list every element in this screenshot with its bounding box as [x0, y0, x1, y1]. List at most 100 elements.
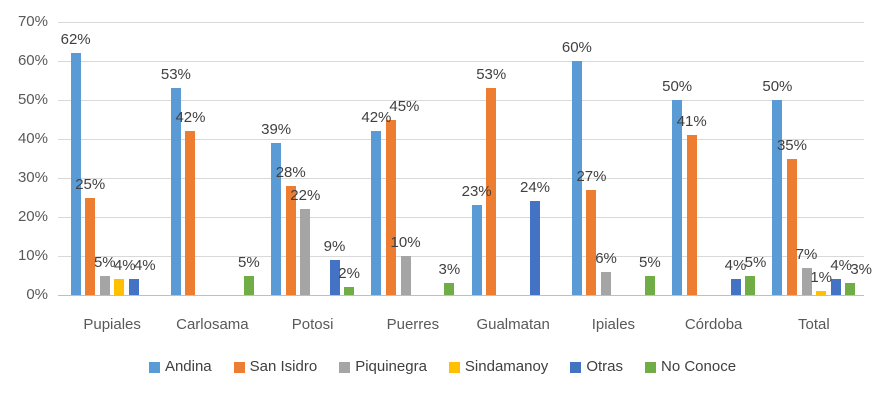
bar-otras [329, 259, 340, 295]
bar-san-isidro [686, 135, 697, 295]
data-label: 42% [175, 109, 206, 127]
legend-swatch [645, 361, 656, 373]
data-label: 2% [338, 265, 360, 283]
x-axis-category-label: Pupiales [83, 316, 141, 333]
data-label: 3% [438, 261, 461, 279]
legend-label: Andina [164, 358, 212, 375]
y-axis-tick-label: 10% [17, 247, 48, 264]
bar-san-isidro [185, 131, 196, 295]
bar-san-isidro [285, 185, 296, 295]
x-axis-category-label: Total [798, 316, 830, 333]
data-label: 22% [290, 187, 321, 205]
bar-piquinegra [300, 209, 311, 295]
bar-san-isidro [85, 197, 96, 295]
x-axis-line [58, 294, 864, 296]
data-label: 9% [323, 237, 346, 255]
data-label: 50% [662, 78, 693, 95]
data-label: 4% [830, 257, 853, 275]
bar-otras [830, 279, 841, 295]
bar-san-isidro [786, 158, 797, 295]
data-label: 1% [810, 269, 833, 287]
data-label: 24% [520, 179, 551, 197]
bar-andina [471, 205, 482, 295]
data-label: 50% [762, 78, 793, 95]
gridline [58, 216, 864, 218]
bar-otras [129, 279, 140, 295]
legend-swatch [339, 361, 351, 373]
legend-swatch [570, 361, 582, 373]
bar-andina [70, 53, 81, 295]
legend-item: No Conoce [645, 359, 736, 375]
data-label: 62% [60, 31, 91, 49]
chart-legend: Andina San Isidro Piquinegra Sindamanoy Otra… [0, 359, 885, 375]
legend-swatch [233, 361, 245, 373]
y-axis-tick-label: 0% [26, 286, 48, 303]
data-label: 4% [113, 257, 136, 275]
bar-andina [271, 142, 282, 295]
data-label: 5% [238, 253, 260, 271]
bar-andina [571, 61, 582, 295]
data-label: 60% [561, 39, 592, 56]
bar-andina [772, 100, 783, 295]
gridline [58, 60, 864, 62]
legend-label: San Isidro [249, 358, 318, 375]
bar-piquinegra [99, 275, 110, 295]
legend-label: Piquinegra [355, 358, 427, 375]
data-label: 5% [639, 253, 661, 271]
gridline [58, 177, 864, 179]
data-label: 7% [795, 245, 818, 263]
legend-label: Sindamanoy [464, 358, 549, 375]
gridline [58, 99, 864, 101]
data-label: 41% [676, 113, 707, 131]
data-label: 25% [75, 175, 106, 193]
y-axis-tick-label: 70% [17, 13, 48, 30]
legend-item: Piquinegra [339, 359, 427, 375]
legend-item: Otras [570, 359, 623, 375]
legend-item: Sindamanoy [448, 358, 549, 375]
gridline [58, 21, 864, 23]
bar-otras [730, 279, 741, 295]
data-label: 45% [389, 97, 420, 115]
x-axis-category-label: Puerres [386, 316, 440, 333]
x-axis-category-label: Potosi [291, 316, 334, 333]
bar-sindamanoy [114, 279, 125, 295]
y-axis-tick-label: 60% [17, 52, 48, 69]
x-axis-category-label: Carlosama [176, 316, 249, 333]
data-label: 35% [776, 136, 807, 154]
y-axis-tick-label: 50% [17, 91, 48, 108]
data-label: 53% [160, 66, 191, 84]
legend-swatch [448, 361, 460, 373]
x-axis-category-label: Ipiales [591, 316, 636, 333]
bar-no-conoce [644, 275, 655, 295]
bar-san-isidro [586, 189, 597, 295]
legend-label: No Conoce [661, 358, 737, 375]
data-label: 10% [390, 234, 421, 251]
legend-item: Andina [148, 358, 212, 375]
bar-no-conoce [344, 287, 355, 295]
data-label: 5% [93, 253, 116, 271]
bar-piquinegra [601, 271, 612, 295]
data-label: 28% [275, 163, 306, 181]
data-label: 42% [361, 109, 392, 127]
bar-andina [170, 88, 181, 295]
bar-no-conoce [745, 275, 756, 295]
bar-san-isidro [486, 88, 497, 295]
data-label: 4% [133, 257, 156, 275]
data-label: 39% [261, 120, 292, 138]
y-axis-tick-label: 40% [17, 130, 48, 147]
bar-piquinegra [801, 267, 812, 295]
bar-otras [530, 201, 541, 295]
legend-swatch [148, 361, 160, 373]
data-label: 3% [850, 261, 873, 279]
y-axis-tick-label: 20% [17, 208, 48, 225]
x-axis-category-label: Córdoba [684, 316, 743, 333]
data-label: 5% [744, 253, 767, 271]
data-label: 53% [476, 66, 507, 84]
gridline [58, 138, 864, 140]
data-label: 6% [595, 249, 617, 267]
data-label: 23% [461, 183, 492, 201]
bar-andina [371, 131, 382, 295]
bar-sindamanoy [816, 291, 827, 295]
